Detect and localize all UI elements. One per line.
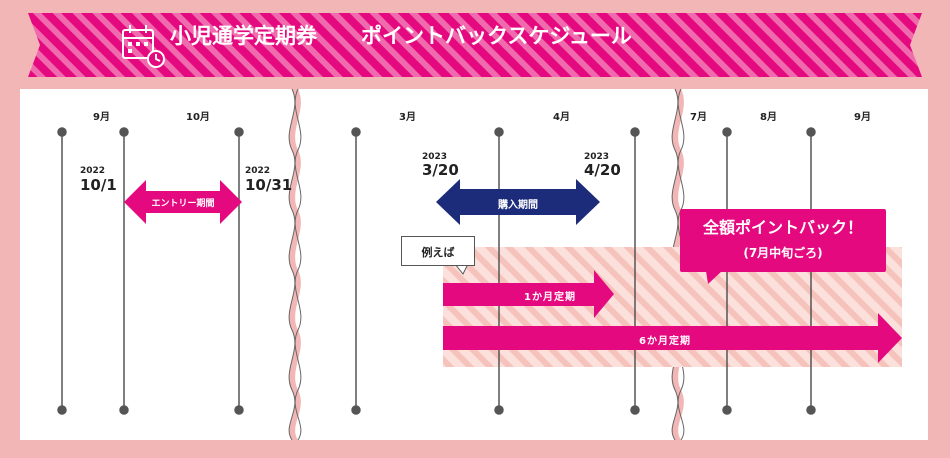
pointback-headline: 全額ポイントバック！ <box>702 218 863 237</box>
entry-start-year: 2022 <box>80 166 106 176</box>
entry-end-date: 10/31 <box>245 176 293 194</box>
purchase-start-date: 3/20 <box>422 161 459 179</box>
six-month-pass-arrow <box>443 313 902 363</box>
entry-period-label: エントリー期間 <box>151 199 215 209</box>
month-label-mar: 3月 <box>399 112 416 123</box>
purchase-end-year: 2023 <box>584 152 610 162</box>
example-callout-label: 例えば <box>421 246 455 259</box>
month-label-jul: 7月 <box>690 112 707 123</box>
entry-period-arrow <box>124 180 242 224</box>
title-part2: ポイントバックスケジュール <box>361 24 632 48</box>
one-month-pass-arrow <box>443 270 614 318</box>
pointback-timing: (7月中旬ごろ) <box>743 246 823 260</box>
one-month-pass-label: 1か月定期 <box>524 292 576 303</box>
six-month-pass-label: 6か月定期 <box>639 336 691 347</box>
purchase-period-label: 購入期間 <box>498 200 538 211</box>
month-label-aug: 8月 <box>760 112 777 123</box>
purchase-start-year: 2023 <box>422 152 448 162</box>
purchase-end-date: 4/20 <box>584 161 621 179</box>
title-part1: 小児通学定期券 <box>170 24 317 48</box>
pointback-badge <box>680 209 886 284</box>
title-banner <box>28 13 922 77</box>
page-title: 小児通学定期券 ポイントバックスケジュール <box>170 20 870 50</box>
entry-end-year: 2022 <box>245 166 271 176</box>
calendar-clock-icon <box>122 25 165 68</box>
entry-start-date: 10/1 <box>80 176 117 194</box>
timeline-lines <box>57 127 816 415</box>
example-callout: 例えば <box>401 236 475 266</box>
month-label-oct: 10月 <box>186 112 210 123</box>
purchase-period-arrow <box>436 179 600 225</box>
month-label-apr: 4月 <box>553 112 570 123</box>
month-label-sep: 9月 <box>93 112 110 123</box>
month-label-sep2: 9月 <box>854 112 871 123</box>
